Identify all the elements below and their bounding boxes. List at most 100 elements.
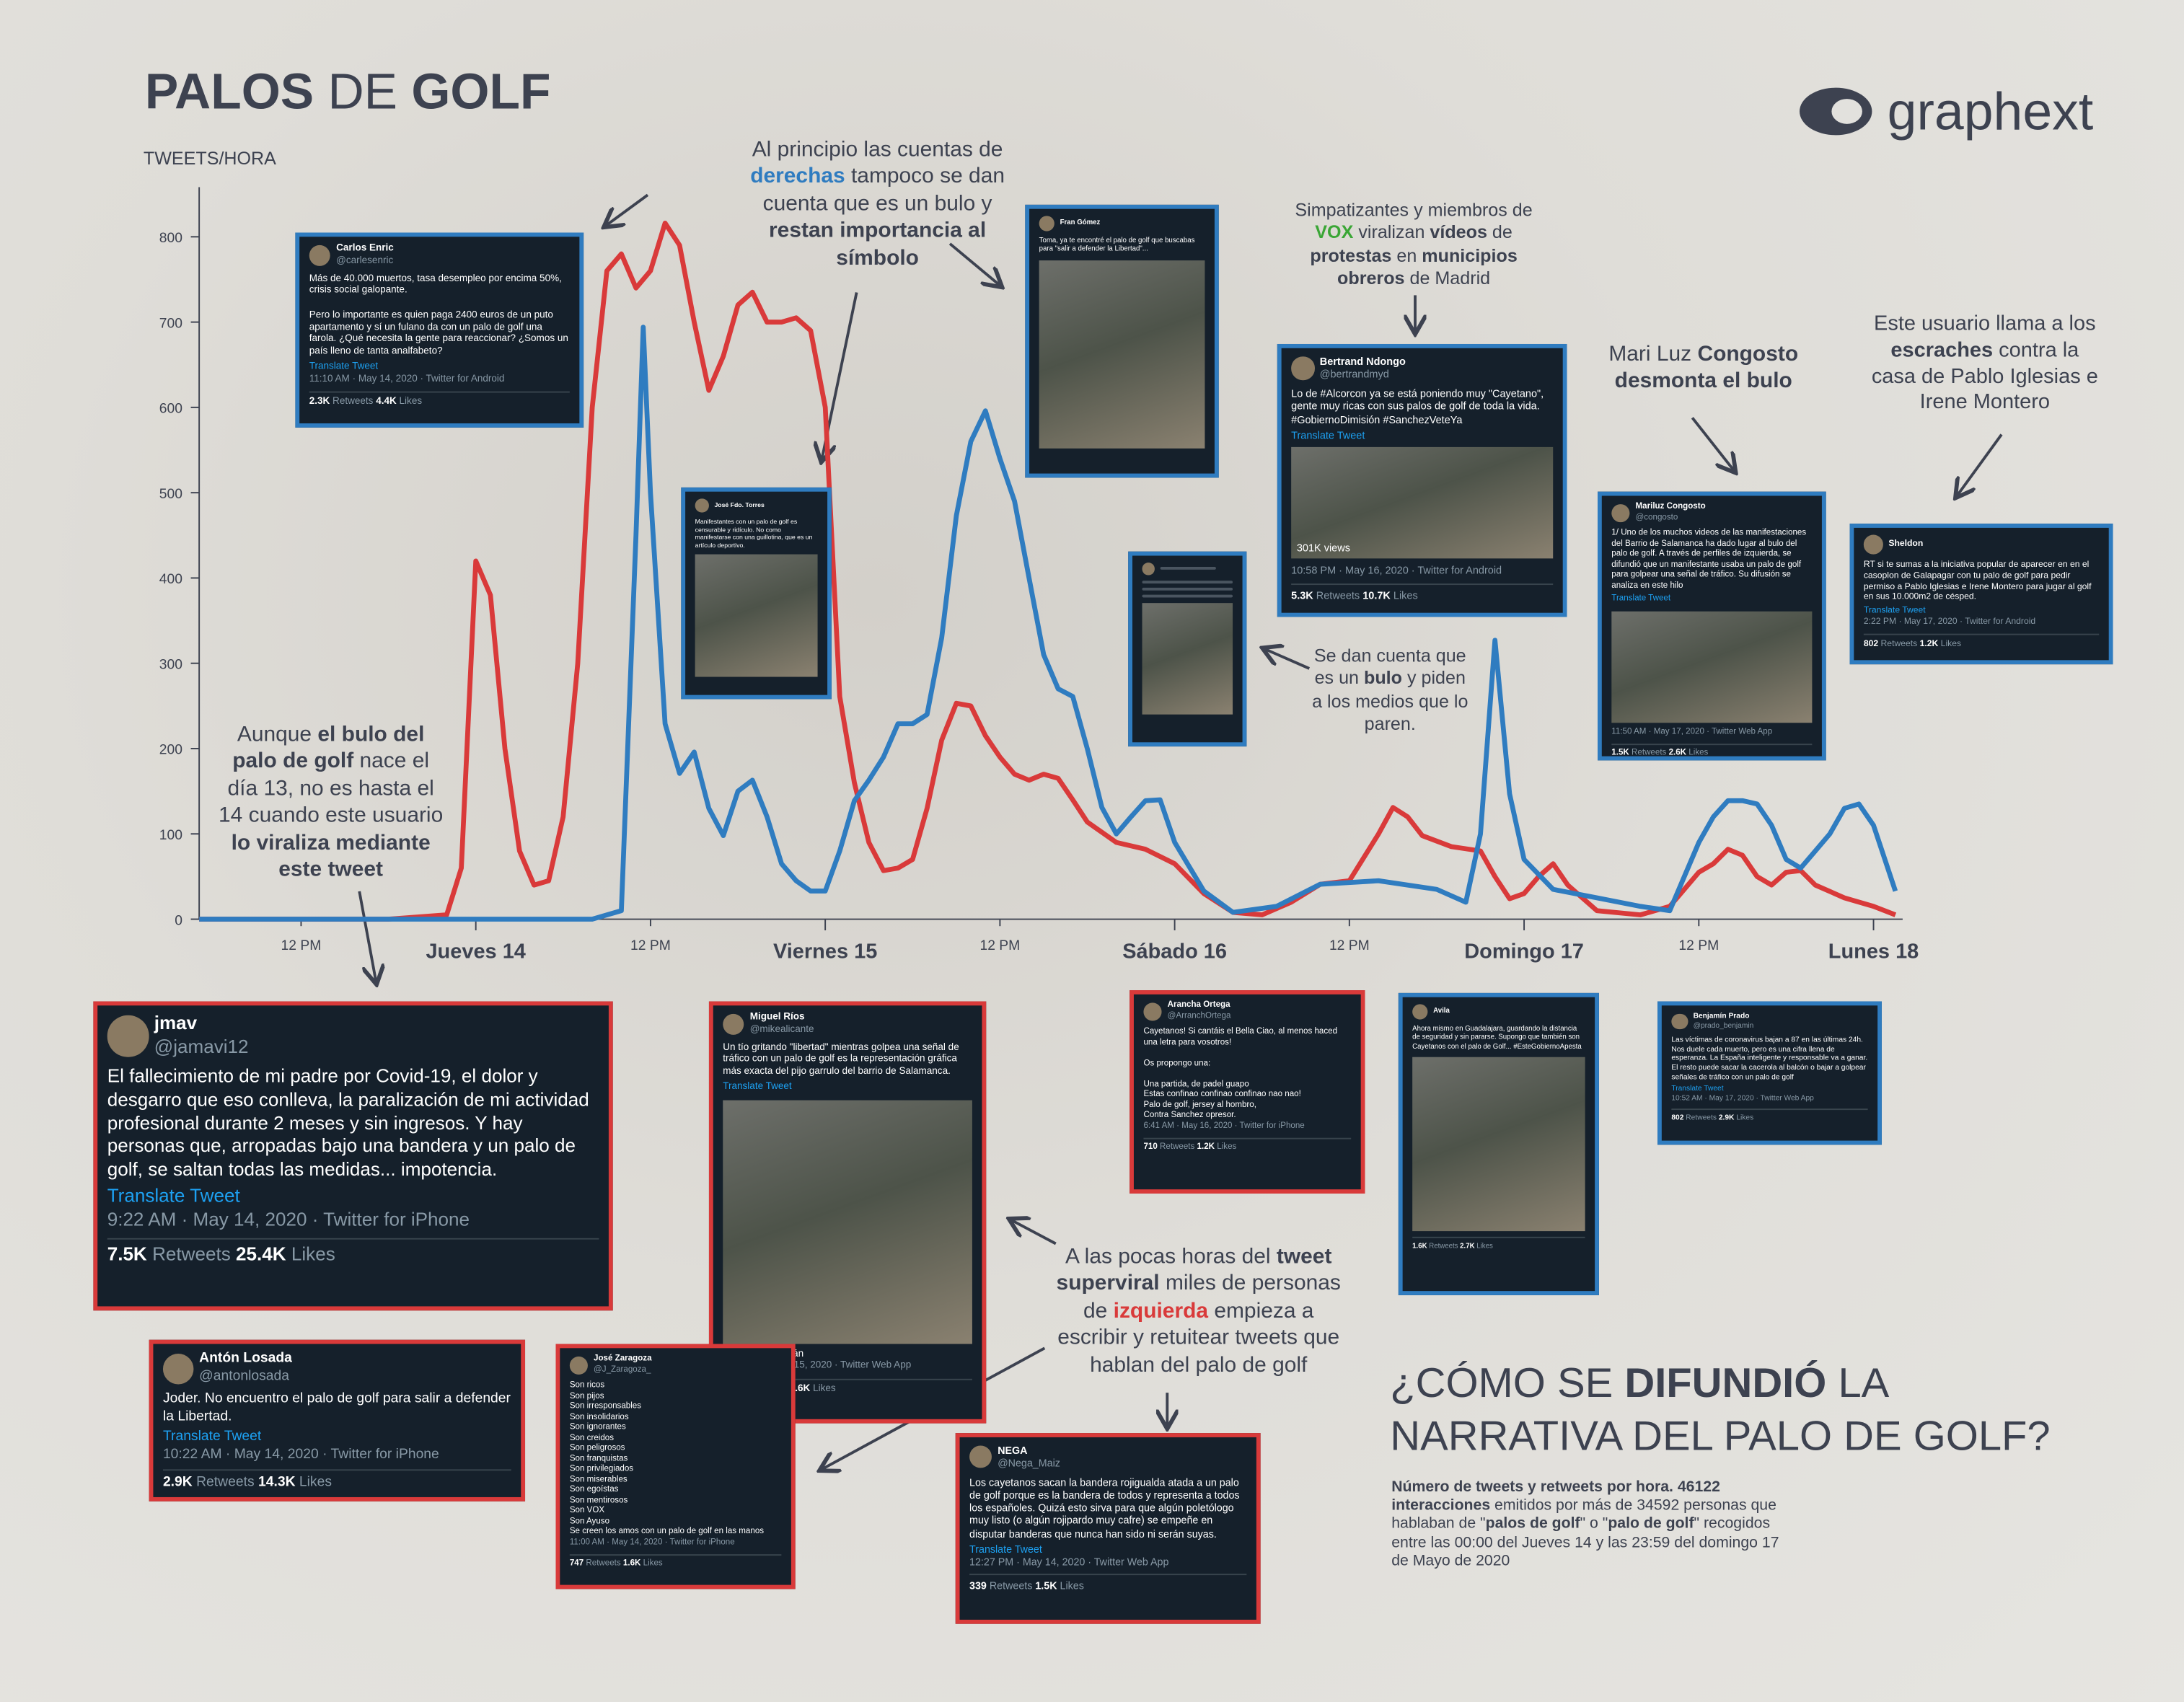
annotation: Se dan cuenta que es un bulo y piden a l… bbox=[1312, 645, 1468, 736]
tweet-text: El fallecimiento de mi padre por Covid-1… bbox=[107, 1064, 589, 1181]
avatar bbox=[1671, 1013, 1688, 1030]
tweet-meta: 6:41 AM · May 16, 2020 · Twitter for iPh… bbox=[1143, 1121, 1305, 1131]
tweet-handle: @congosto bbox=[1635, 513, 1678, 522]
stat-value: 7.5K bbox=[107, 1243, 147, 1265]
avatar bbox=[107, 1015, 149, 1057]
tweet-author: Fran Gómez bbox=[1060, 219, 1101, 228]
tweet-header: Arancha Ortega @ArranchOrtega bbox=[1143, 1001, 1351, 1022]
tweet-header: Bertrand Ndongo @bertrandmyd bbox=[1291, 355, 1553, 381]
tweet-meta: 9:22 AM · May 14, 2020 · Twitter for iPh… bbox=[107, 1209, 470, 1230]
y-tick-label: 800 bbox=[159, 231, 182, 246]
text-part: derechas bbox=[750, 164, 845, 189]
title-part: PALOS bbox=[145, 63, 314, 120]
y-tick-label: 700 bbox=[159, 316, 182, 331]
tweet-author: Carlos Enric @carlesenric bbox=[336, 244, 394, 268]
tweet-meta: 10:22 AM · May 14, 2020 · Twitter for iP… bbox=[162, 1446, 439, 1462]
tweet-author bbox=[1160, 563, 1216, 574]
avatar bbox=[1142, 563, 1155, 576]
stat-label: Likes bbox=[1393, 588, 1418, 601]
avatar bbox=[1039, 216, 1054, 232]
y-tick-label: 200 bbox=[159, 743, 182, 758]
stat-label: Retweets bbox=[1429, 1242, 1458, 1251]
stat-value: 1.6K bbox=[1412, 1242, 1427, 1251]
tweet-header: Antón Losada @antonlosada bbox=[162, 1351, 511, 1385]
title-part: DE bbox=[314, 63, 411, 120]
media-views: 301K views bbox=[1296, 541, 1350, 555]
text-part: Número de tweets y retweets por hora. 46… bbox=[1391, 1478, 1725, 1514]
text-part: Aunque bbox=[237, 723, 318, 747]
tweet-handle: @bertrandmyd bbox=[1319, 368, 1389, 381]
y-axis-label: TWEETS/HORA bbox=[144, 149, 276, 169]
stat-label: Retweets bbox=[1632, 749, 1667, 758]
tweet-name: Bertrand Ndongo bbox=[1319, 355, 1406, 368]
translate-link: Translate Tweet bbox=[723, 1081, 792, 1092]
avatar bbox=[309, 244, 331, 267]
stat-value: 710 bbox=[1143, 1143, 1158, 1152]
logo-text: graphext bbox=[1888, 82, 2094, 141]
avatar bbox=[1412, 1004, 1428, 1020]
avatar bbox=[1863, 534, 1883, 555]
text-part: palo de golf bbox=[1608, 1515, 1694, 1533]
tweet-media bbox=[1611, 610, 1813, 723]
text-part: LA NARRATIVA DEL PALO DE GOLF? bbox=[1390, 1360, 2051, 1459]
tweet-header: Sheldon bbox=[1863, 534, 2099, 555]
stat-value: 1.2K bbox=[1197, 1143, 1215, 1152]
tweet-author: Arancha Ortega @ArranchOrtega bbox=[1168, 1001, 1231, 1022]
tweet-author: Mariluz Congosto @congosto bbox=[1635, 503, 1705, 524]
tweet-meta: 10:52 AM · May 17, 2020 · Twitter Web Ap… bbox=[1671, 1094, 1814, 1103]
tweet-card: José Zaragoza @J_Zaragoza_ Son ricos Son p… bbox=[555, 1344, 796, 1589]
text-part: municipios obreros bbox=[1337, 244, 1523, 288]
tweet-author: José Zaragoza @J_Zaragoza_ bbox=[594, 1355, 652, 1376]
tweet-header: NEGA @Nega_Maiz bbox=[969, 1445, 1246, 1470]
text-part: empieza a escribir y retuitear tweets qu… bbox=[1057, 1299, 1346, 1377]
y-tick-label: 600 bbox=[159, 402, 182, 417]
y-tick-label: 400 bbox=[159, 572, 182, 587]
tweet-author: Avila bbox=[1433, 1007, 1450, 1016]
tweet-card: Sheldon RT si te sumas a la iniciativa po… bbox=[1849, 524, 2113, 665]
tweet-card: Benjamín Prado @prado_benjamin Las víctima… bbox=[1657, 1001, 1882, 1145]
title: PALOS DE GOLF bbox=[145, 63, 551, 120]
stat-value: 2.7K bbox=[1460, 1242, 1475, 1251]
text-part: viralizan bbox=[1353, 221, 1430, 243]
tweet-card: Fran Gómez Toma, ya te encontré el palo d… bbox=[1025, 204, 1219, 478]
stat-label: Retweets bbox=[586, 1559, 621, 1569]
tweet-stats: 5.3K Retweets 10.7K Likes bbox=[1291, 583, 1554, 601]
stat-label: Retweets bbox=[1880, 639, 1918, 649]
stat-label: Retweets bbox=[1686, 1114, 1717, 1124]
x-tick-label: Domingo 17 bbox=[1464, 940, 1584, 964]
avatar bbox=[1611, 503, 1630, 523]
stat-value: 2.9K bbox=[162, 1475, 193, 1491]
tweet-text: Joder. No encuentro el palo de golf para… bbox=[162, 1391, 511, 1424]
avatar bbox=[969, 1445, 992, 1469]
stat-label: Likes bbox=[1940, 639, 1962, 649]
text-part: Congosto desmonta el bulo bbox=[1614, 343, 1805, 394]
avatar bbox=[1143, 1002, 1162, 1021]
tweet-author: José Fdo. Torres bbox=[714, 501, 764, 509]
annotation: Simpatizantes y miembros de VOX viraliza… bbox=[1288, 199, 1539, 290]
text-part: el bulo del palo de golf bbox=[232, 723, 431, 774]
tweet-name: Carlos Enric bbox=[336, 243, 394, 254]
tweet-meta: 2:22 PM · May 17, 2020 · Twitter for And… bbox=[1863, 617, 2036, 627]
tweet-text: Toma, ya te encontré el palo de golf que… bbox=[1039, 237, 1195, 254]
stat-value: 2.3K bbox=[309, 397, 330, 407]
translate-link: Translate Tweet bbox=[969, 1543, 1042, 1556]
tweet-author: Benjamín Prado @prado_benjamin bbox=[1694, 1013, 1754, 1031]
translate-link: Translate Tweet bbox=[107, 1185, 240, 1207]
tweet-name: Miguel Ríos bbox=[749, 1012, 805, 1023]
tweet-stats: 7.5K Retweets 25.4K Likes bbox=[107, 1238, 599, 1267]
placeholder-line bbox=[1142, 580, 1233, 583]
tweet-header bbox=[1142, 563, 1233, 576]
stat-value: 10.7K bbox=[1362, 588, 1391, 601]
text-part: en bbox=[1391, 244, 1422, 265]
tweet-handle: @J_Zaragoza_ bbox=[594, 1365, 651, 1375]
text-part: palos de golf bbox=[1485, 1515, 1580, 1533]
tweet-media bbox=[1142, 602, 1233, 715]
tweet-card: Mariluz Congosto @congosto 1/ Uno de los m… bbox=[1597, 491, 1826, 761]
tweet-stats: 710 Retweets 1.2K Likes bbox=[1143, 1137, 1352, 1154]
arrows bbox=[358, 193, 2003, 1469]
tweet-author: jmav @jamavi12 bbox=[154, 1013, 249, 1059]
tweet-header: José Fdo. Torres bbox=[695, 498, 818, 513]
tweet-media bbox=[1039, 260, 1205, 448]
translate-link: Translate Tweet bbox=[1671, 1085, 1724, 1094]
text-part: ¿CÓMO SE bbox=[1390, 1360, 1625, 1407]
